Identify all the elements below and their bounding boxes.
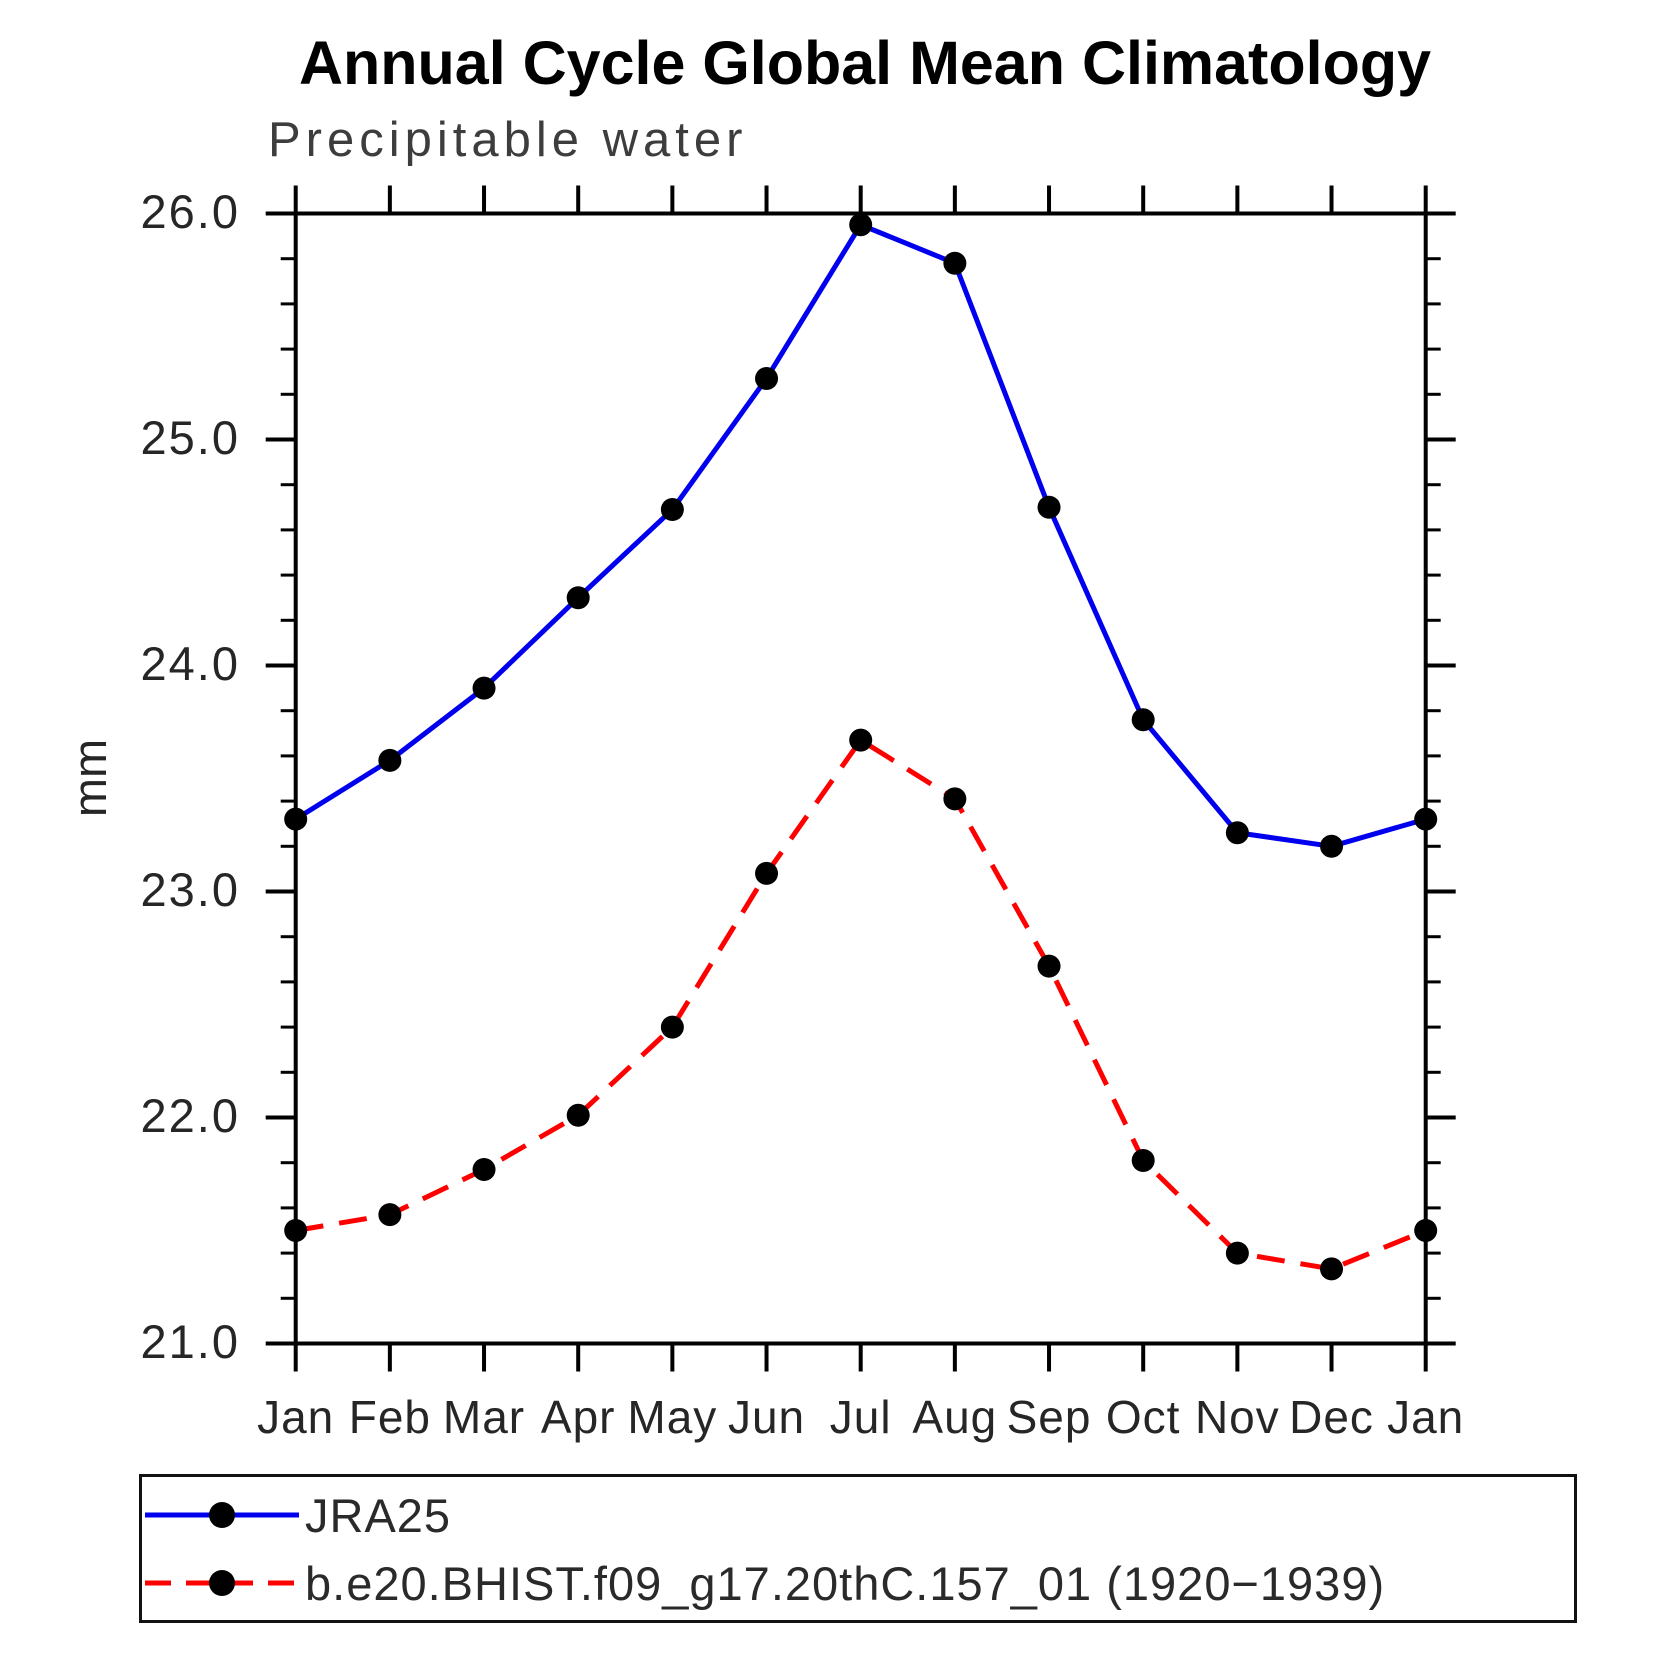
series-line-b [295,737,1427,1272]
legend-marker-dot [209,1502,235,1528]
legend-item-jra25: JRA25 [143,1487,451,1543]
chart-title: Annual Cycle Global Mean Climatology [298,29,1432,97]
data-point-marker [1037,495,1061,519]
data-point-marker [566,586,590,610]
plot-frame [293,211,1428,1346]
x-tick-label: Jun [727,1391,806,1443]
legend-sample-line-solid [145,1502,299,1528]
data-point-marker [1414,807,1438,831]
data-point-marker [1037,954,1061,978]
data-point-marker [378,748,402,772]
data-point-marker [472,1157,496,1181]
x-tick-label: Jan [1387,1391,1465,1443]
legend-label-model: b.e20.BHIST.f09_g17.20thC.157_01 (1920−1… [305,1556,1386,1610]
legend-label-jra25: JRA25 [305,1488,452,1542]
data-point-marker [943,251,967,275]
legend-item-model: b.e20.BHIST.f09_g17.20thC.157_01 (1920−1… [143,1555,1385,1611]
legend-marker-dot [209,1570,235,1596]
data-point-marker [660,498,684,522]
y-tick-label: 21.0 [140,1314,240,1368]
y-tick-label: 25.0 [140,410,240,464]
data-point-marker [566,1103,590,1127]
y-tick-label: 23.0 [140,862,240,916]
data-point-marker [1320,1257,1344,1281]
x-tick-label: Apr [540,1391,616,1443]
x-tick-label: Feb [348,1391,431,1443]
data-point-marker [943,787,967,811]
data-point-marker [660,1015,684,1039]
data-point-marker [1320,834,1344,858]
data-point-marker [378,1203,402,1227]
data-point-marker [755,366,779,390]
x-tick-label: Nov [1194,1391,1280,1443]
x-tick-label: Dec [1289,1391,1374,1443]
chart-subtitle: Precipitable water [268,113,748,167]
x-tick-label: Aug [912,1391,998,1443]
data-point-marker [1131,1148,1155,1172]
data-point-marker [1414,1219,1438,1242]
legend-sample-line-dashed [145,1570,299,1596]
data-point-marker [755,861,779,885]
x-tick-label: Mar [442,1391,526,1443]
y-tick-label: 24.0 [140,636,240,690]
data-point-marker [284,1219,308,1242]
y-tick-label: 22.0 [140,1088,240,1142]
data-point-marker [1225,1241,1249,1265]
legend-box [139,1474,1577,1623]
x-tick-label: Oct [1105,1391,1181,1443]
series-line-JRA25 [294,222,1427,849]
data-point-marker [284,807,308,831]
data-point-marker [1131,708,1155,732]
y-tick-label: 26.0 [140,184,240,238]
x-tick-label: Jan [257,1391,335,1443]
x-tick-label: Sep [1006,1391,1092,1443]
data-point-marker [472,676,496,700]
x-tick-label: May [627,1391,718,1443]
data-point-marker [849,213,873,237]
x-tick-label: Jul [829,1391,892,1443]
data-point-marker [849,728,873,752]
data-point-marker [1225,821,1249,845]
